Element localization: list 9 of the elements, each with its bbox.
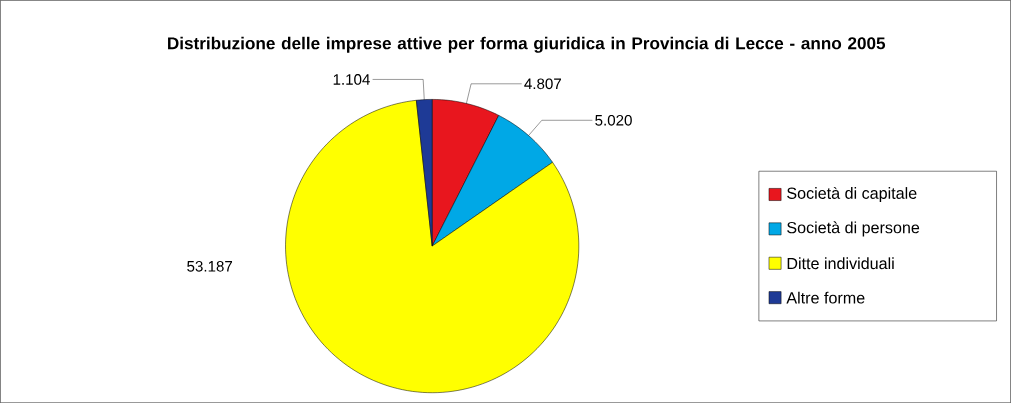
- data-label: 53.187: [187, 260, 233, 272]
- legend-label: Società di persone: [787, 221, 920, 237]
- legend-label: Altre forme: [786, 291, 865, 304]
- data-label: 4.807: [524, 78, 561, 90]
- chart-title: Distribuzione delle imprese attive per forma giuridica in Provincia di Lecce - anno 2005: [168, 36, 886, 53]
- data-label: 5.020: [595, 114, 632, 126]
- legend-label: Ditte individuali: [787, 257, 894, 270]
- data-label: 1.104: [333, 74, 370, 85]
- legend-label: Società di capitale: [787, 186, 917, 203]
